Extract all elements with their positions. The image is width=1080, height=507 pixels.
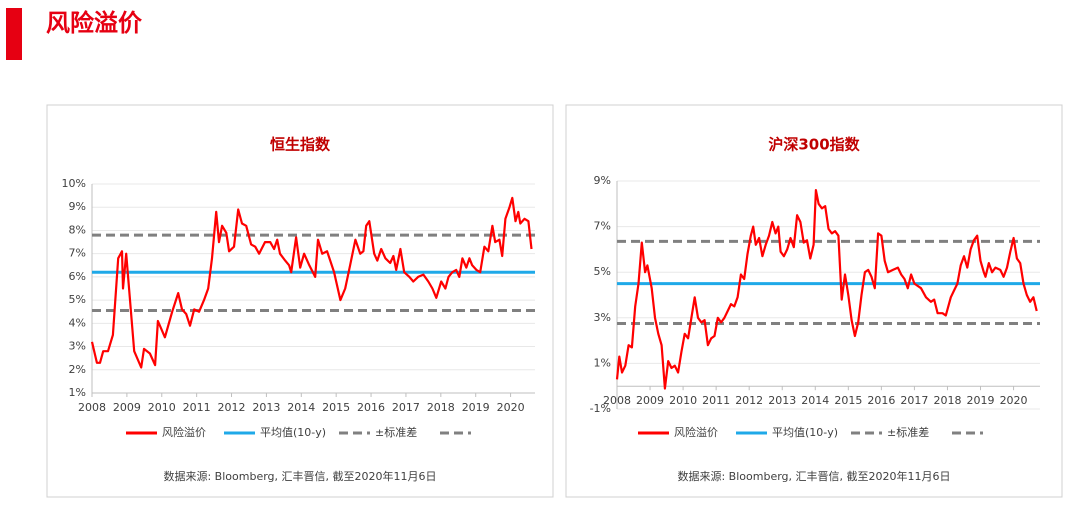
x-tick-label: 2010: [669, 394, 697, 407]
y-tick-label: 1%: [594, 356, 611, 369]
x-tick-label: 2015: [322, 401, 350, 414]
y-tick-label: 9%: [594, 174, 611, 187]
x-tick-label: 2015: [834, 394, 862, 407]
risk-premium-line: [615, 189, 1038, 390]
x-tick-label: 2014: [287, 401, 315, 414]
x-tick-label: 2010: [148, 401, 176, 414]
x-tick-label: 2013: [252, 401, 280, 414]
x-tick-label: 2008: [603, 394, 631, 407]
source-note: 数据来源: Bloomberg, 汇丰晋信, 截至2020年11月6日: [677, 469, 950, 483]
x-tick-label: 2014: [801, 394, 829, 407]
y-tick-label: 6%: [69, 270, 86, 283]
x-tick-label: 2019: [462, 401, 490, 414]
x-tick-label: 2020: [1000, 394, 1028, 407]
source-note: 数据来源: Bloomberg, 汇丰晋信, 截至2020年11月6日: [163, 469, 436, 483]
y-tick-label: 7%: [69, 247, 86, 260]
y-tick-label: 7%: [594, 220, 611, 233]
y-tick-label: 4%: [69, 316, 86, 329]
y-tick-label: 9%: [69, 200, 86, 213]
x-tick-label: 2013: [768, 394, 796, 407]
y-tick-label: 10%: [62, 177, 86, 190]
x-tick-label: 2019: [967, 394, 995, 407]
legend-label: 平均值(10-y): [260, 426, 326, 439]
legend-label: ±标准差: [887, 425, 929, 439]
x-tick-label: 2012: [218, 401, 246, 414]
x-tick-label: 2020: [497, 401, 525, 414]
y-tick-label: 3%: [69, 340, 86, 353]
legend-label: 平均值(10-y): [772, 426, 838, 439]
y-tick-label: 5%: [69, 293, 86, 306]
legend-label: 风险溢价: [674, 425, 718, 439]
x-tick-label: 2017: [392, 401, 420, 414]
y-tick-label: -1%: [590, 402, 611, 415]
x-tick-label: 2016: [357, 401, 385, 414]
y-tick-label: 3%: [594, 311, 611, 324]
x-tick-label: 2009: [113, 401, 141, 414]
chart-title: 恒生指数: [270, 136, 331, 154]
x-tick-label: 2012: [735, 394, 763, 407]
x-tick-label: 2018: [427, 401, 455, 414]
y-tick-label: 5%: [594, 265, 611, 278]
y-tick-label: 1%: [69, 386, 86, 399]
y-tick-label: 2%: [69, 363, 86, 376]
x-tick-label: 2009: [636, 394, 664, 407]
x-tick-label: 2011: [183, 401, 211, 414]
legend-label: ±标准差: [375, 425, 417, 439]
x-tick-label: 2016: [867, 394, 895, 407]
legend-label: 风险溢价: [162, 425, 206, 439]
x-tick-label: 2017: [900, 394, 928, 407]
y-tick-label: 8%: [69, 223, 86, 236]
x-tick-label: 2018: [933, 394, 961, 407]
risk-premium-line: [90, 196, 533, 369]
title-accent: [6, 8, 22, 60]
chart-title: 沪深300指数: [768, 136, 860, 154]
page-title: 风险溢价: [46, 9, 143, 37]
x-tick-label: 2008: [78, 401, 106, 414]
x-tick-label: 2011: [702, 394, 730, 407]
